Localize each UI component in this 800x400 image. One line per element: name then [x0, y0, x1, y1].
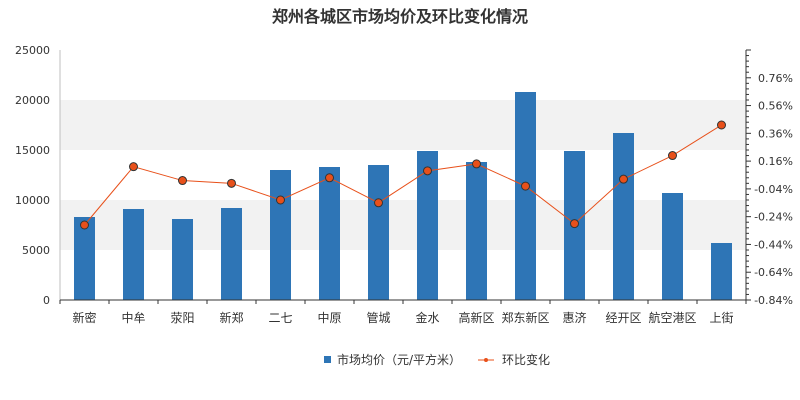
bar-管城: [368, 165, 389, 300]
bar-series: [74, 92, 732, 300]
category-label: 中牟: [121, 310, 145, 325]
bar-经开区: [613, 133, 634, 300]
line-point-管城: [374, 198, 383, 208]
right-axis-ticks: -0.84% -0.64% -0.44% -0.24% -0.04% 0.16% 0.36%…: [746, 49, 793, 307]
category-labels: 新密 中牟 荥阳 新郑 二七 中原 管城 金水 高新区 郑东新区 惠济 经开区 航空港区 上街: [72, 310, 733, 325]
right-tick-label: 0.56%: [758, 100, 793, 113]
line-point-高新区: [472, 159, 481, 169]
category-label: 经开区: [605, 311, 641, 325]
bar-金水: [417, 151, 438, 300]
bar-郑东新区: [515, 92, 536, 300]
grid-band: [60, 200, 746, 250]
line-point-航空港区: [668, 151, 677, 161]
right-tick-label: 0.16%: [758, 155, 793, 168]
line-point-新密: [80, 220, 89, 230]
line-point-经开区: [619, 174, 628, 184]
legend-line-marker: [484, 358, 488, 362]
category-label: 航空港区: [648, 310, 696, 325]
line-point-郑东新区: [521, 181, 530, 191]
bar-荥阳: [172, 219, 193, 300]
right-tick-label: -0.64%: [754, 266, 793, 279]
left-tick-label: 5000: [22, 244, 50, 257]
right-tick-label: -0.44%: [754, 238, 793, 251]
axes: [59, 50, 747, 304]
bar-新密: [74, 217, 95, 300]
bar-航空港区: [662, 193, 683, 300]
legend-bar-swatch: [324, 356, 331, 363]
left-tick-label: 10000: [15, 194, 50, 207]
right-tick-label: -0.84%: [754, 294, 793, 307]
left-tick-label: 20000: [15, 94, 50, 107]
category-label: 管城: [366, 310, 390, 325]
line-point-上街: [717, 120, 726, 130]
category-label: 金水: [415, 310, 439, 325]
line-point-惠济: [570, 219, 579, 229]
category-label: 新密: [72, 310, 96, 325]
right-tick-label: -0.04%: [754, 183, 793, 196]
bar-新郑: [221, 208, 242, 300]
category-label: 高新区: [458, 310, 494, 325]
legend: 市场均价（元/平方米） 环比变化: [324, 352, 550, 367]
category-label: 中原: [317, 310, 341, 325]
right-tick-label: 0.36%: [758, 127, 793, 140]
bar-高新区: [466, 162, 487, 300]
category-label: 二七: [268, 311, 292, 325]
left-axis-ticks: 0 5000 10000 15000 20000 25000: [15, 44, 50, 307]
line-series: [80, 120, 726, 230]
grid-band: [60, 100, 746, 150]
left-tick-label: 25000: [15, 44, 50, 57]
category-label: 新郑: [219, 310, 243, 325]
line-point-荥阳: [178, 176, 187, 186]
legend-line-label: 环比变化: [502, 352, 550, 367]
grid-band: [60, 50, 746, 100]
line-point-新郑: [227, 178, 236, 188]
left-tick-label: 0: [43, 294, 50, 307]
category-label: 惠济: [562, 310, 586, 325]
line-point-中原: [325, 173, 334, 183]
bar-上街: [711, 243, 732, 300]
bar-中牟: [123, 209, 144, 300]
chart-title: 郑州各城区市场均价及环比变化情况: [272, 7, 528, 26]
category-label: 荥阳: [170, 311, 194, 325]
bar-二七: [270, 170, 291, 300]
legend-bar-label: 市场均价（元/平方米）: [337, 352, 461, 367]
line-point-中牟: [129, 162, 138, 172]
bar-中原: [319, 167, 340, 300]
grid-band: [60, 250, 746, 300]
left-tick-label: 15000: [15, 144, 50, 157]
line-point-二七: [276, 195, 285, 205]
category-label: 上街: [709, 311, 733, 325]
category-label: 郑东新区: [501, 310, 549, 325]
line-path: [84, 124, 722, 226]
right-tick-label: -0.24%: [754, 211, 793, 224]
line-point-金水: [423, 166, 432, 176]
right-tick-label: 0.76%: [758, 72, 793, 85]
